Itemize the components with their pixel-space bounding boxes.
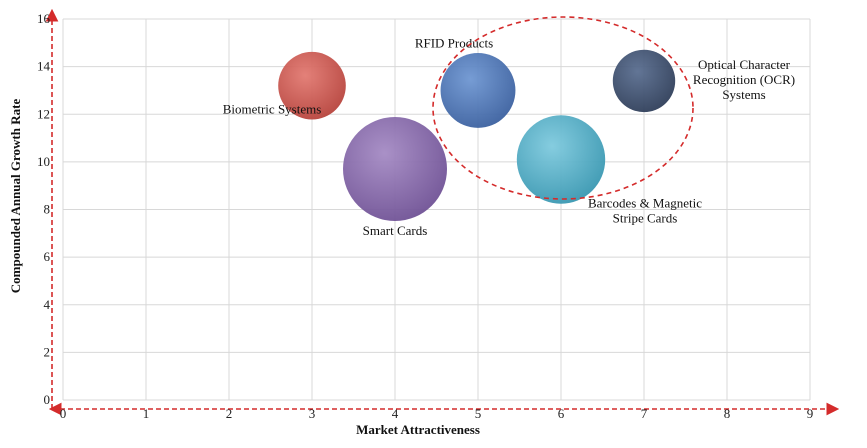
x-tick-label: 2 <box>226 406 233 421</box>
y-tick-label: 16 <box>37 11 51 26</box>
bubble-label: Smart Cards <box>363 223 428 238</box>
y-tick-label: 14 <box>37 59 51 74</box>
bubble-label: Optical Character Recognition (OCR) System… <box>693 57 795 102</box>
y-tick-label: 4 <box>44 297 51 312</box>
y-tick-label: 12 <box>37 106 50 121</box>
bubble-label: Biometric Systems <box>223 102 322 117</box>
x-tick-label: 0 <box>60 406 67 421</box>
x-tick-label: 9 <box>807 406 814 421</box>
bubble-labels: Biometric Systems Smart Cards RFID Product… <box>223 35 795 238</box>
x-tick-label: 5 <box>475 406 482 421</box>
x-axis-title: Market Attractiveness <box>356 422 480 437</box>
x-tick-label: 4 <box>392 406 399 421</box>
y-tick-label: 2 <box>44 344 51 359</box>
y-tick-label: 6 <box>44 249 51 264</box>
bubble-optical-character-recognition-ocr-systems <box>612 49 676 113</box>
bubble-biometric-systems <box>278 51 346 120</box>
axes <box>45 8 840 416</box>
y-tick-label: 8 <box>44 202 51 217</box>
highlight-ellipse <box>432 16 694 200</box>
y-tick-label: 10 <box>37 154 50 169</box>
x-tick-label: 6 <box>558 406 565 421</box>
x-tick-label: 1 <box>143 406 150 421</box>
y-tick-label: 0 <box>44 392 51 407</box>
y-axis-title: Compounded Annual Growth Rate <box>8 99 23 294</box>
x-tick-label: 8 <box>724 406 731 421</box>
bubble-label: Barcodes & Magnetic Stripe Cards <box>588 195 702 225</box>
x-tick-label: 7 <box>641 406 648 421</box>
bubbles <box>278 49 676 222</box>
bubble-rfid-products <box>440 52 516 128</box>
bubble-label: RFID Products <box>415 35 493 50</box>
x-tick-label: 3 <box>309 406 316 421</box>
bubble-barcodes-magnetic-stripe-cards <box>516 115 606 204</box>
bubble-smart-cards <box>343 117 447 222</box>
